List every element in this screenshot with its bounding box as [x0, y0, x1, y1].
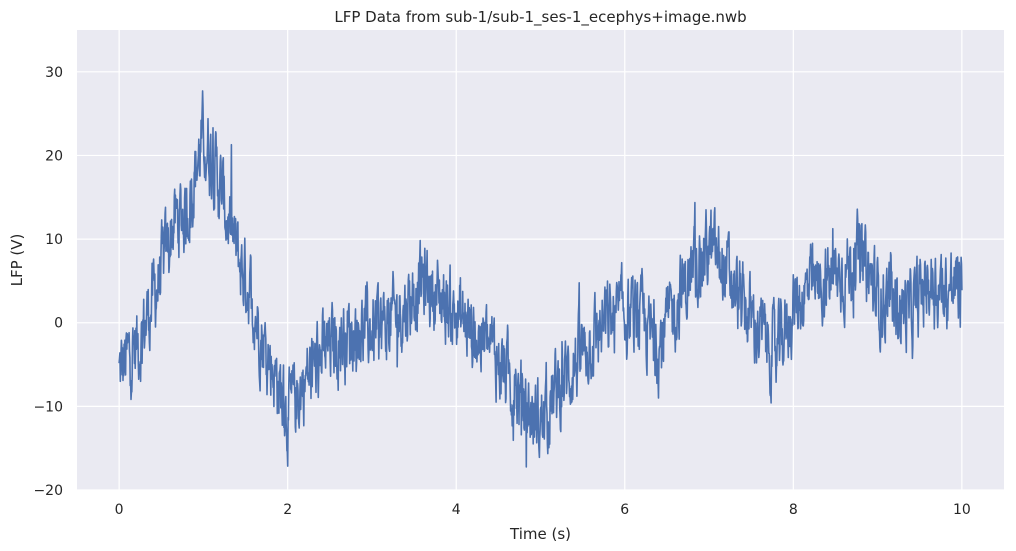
x-tick-labels: 0 2 4 6 8 10 [115, 502, 971, 518]
x-tick-label: 0 [115, 502, 124, 518]
y-tick-label: 20 [45, 148, 63, 164]
x-tick-label: 8 [789, 502, 798, 518]
y-tick-label: −20 [33, 483, 63, 499]
x-tick-label: 6 [620, 502, 629, 518]
y-tick-label: 10 [45, 232, 63, 248]
y-axis-label: LFP (V) [8, 234, 26, 287]
y-tick-label: −10 [33, 399, 63, 415]
x-axis-label: Time (s) [509, 525, 571, 543]
y-tick-labels: −20 −10 0 10 20 30 [33, 65, 63, 499]
x-tick-label: 2 [283, 502, 292, 518]
y-tick-label: 0 [54, 316, 63, 332]
series-group [118, 90, 963, 468]
y-tick-label: 30 [45, 65, 63, 81]
series-line [118, 90, 963, 468]
chart-title: LFP Data from sub-1/sub-1_ses-1_ecephys+… [334, 8, 746, 27]
x-tick-label: 10 [953, 502, 971, 518]
grid-lines [77, 30, 1004, 491]
x-tick-label: 4 [452, 502, 461, 518]
